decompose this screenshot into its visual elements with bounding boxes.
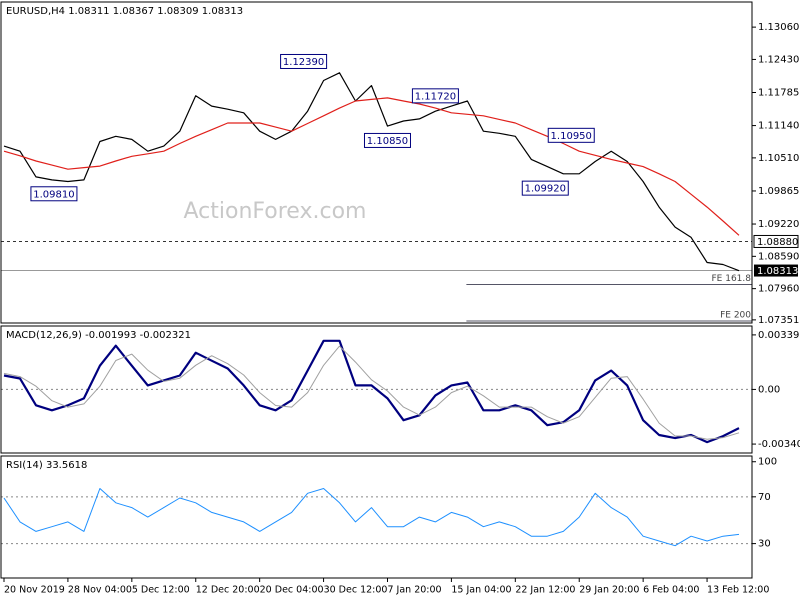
x-tick-label: 28 Nov 04:00 xyxy=(68,585,132,596)
y-tick-label: 100 xyxy=(758,457,777,468)
y-tick-label: 1.10510 xyxy=(758,153,799,164)
annotation-label: 1.12390 xyxy=(283,57,324,68)
panel-title: RSI(14) 33.5618 xyxy=(6,460,87,471)
plot-area: ActionForex.com 1.12390 1.10850 1.09810 1.11… xyxy=(1,53,752,272)
x-tick-label: 12 Dec 20:00 xyxy=(196,585,260,596)
plot-area xyxy=(1,339,752,444)
series-line xyxy=(3,339,740,444)
x-tick-label: 5 Dec 12:00 xyxy=(132,585,190,596)
y-tick-label: 1.09220 xyxy=(758,219,799,230)
series-line xyxy=(3,488,740,547)
panel-title: EURUSD,H4 1.08311 1.08367 1.08309 1.0831… xyxy=(6,6,243,17)
y-tick-label: 1.12430 xyxy=(758,54,799,65)
annotation-label: 1.09920 xyxy=(525,184,566,195)
annotation-box xyxy=(547,127,595,143)
y-tick-label: 1.07960 xyxy=(758,284,799,295)
x-tick-label: 15 Jan 04:00 xyxy=(451,585,511,596)
series-line xyxy=(3,345,740,440)
plot-area xyxy=(1,488,752,547)
y-tick-label: 0.003396 xyxy=(758,330,800,341)
x-tick-label: 30 Dec 12:00 xyxy=(324,585,388,596)
x-tick-label: 20 Dec 04:00 xyxy=(260,585,324,596)
watermark: ActionForex.com xyxy=(184,199,367,224)
x-tick-label: 7 Jan 20:00 xyxy=(387,585,441,596)
x-tick-label: 29 Jan 20:00 xyxy=(579,585,639,596)
x-tick-label: 20 Nov 2019 xyxy=(4,585,65,596)
y-tick-label: 1.13060 xyxy=(758,22,799,33)
y-tick-label: 1.08590 xyxy=(758,251,799,262)
series-line xyxy=(3,97,740,236)
annotation-box xyxy=(411,88,459,104)
annotation-label: 1.09810 xyxy=(33,189,74,200)
y-tick-label: 30 xyxy=(758,539,771,550)
level-label: FE 161.8 xyxy=(712,274,752,284)
annotation-label: 1.11720 xyxy=(415,91,456,102)
x-tick-label: 22 Jan 12:00 xyxy=(515,585,575,596)
level-box xyxy=(753,234,799,248)
panel-frame xyxy=(0,455,753,579)
annotation-label: 1.10950 xyxy=(551,131,592,142)
annotation-box xyxy=(521,180,569,196)
y-tick-label: 1.11140 xyxy=(758,121,799,132)
y-tick-label: 0.00 xyxy=(758,384,780,395)
annotation-box xyxy=(280,53,328,69)
y-tick-label: 1.09865 xyxy=(758,186,799,197)
y-tick-label: 1.07351 xyxy=(758,315,799,326)
annotation-box xyxy=(363,132,411,148)
series-line xyxy=(3,72,740,272)
level-label: 1.08880 xyxy=(757,237,798,248)
level-label: FE 200 xyxy=(720,310,751,320)
x-tick-label: 6 Feb 04:00 xyxy=(643,585,699,596)
annotation-box xyxy=(30,186,78,202)
x-tick-label: 13 Feb 12:00 xyxy=(707,585,769,596)
level-label: 1.08313 xyxy=(757,266,798,277)
y-tick-label: 1.11785 xyxy=(758,88,799,99)
level-box xyxy=(754,264,798,277)
y-tick-label: 70 xyxy=(758,492,771,503)
panel-frame xyxy=(0,1,753,324)
annotation-label: 1.10850 xyxy=(367,136,408,147)
y-tick-label: -0.003404 xyxy=(758,439,800,450)
panel-title: MACD(12,26,9) -0.001993 -0.002321 xyxy=(6,330,191,341)
